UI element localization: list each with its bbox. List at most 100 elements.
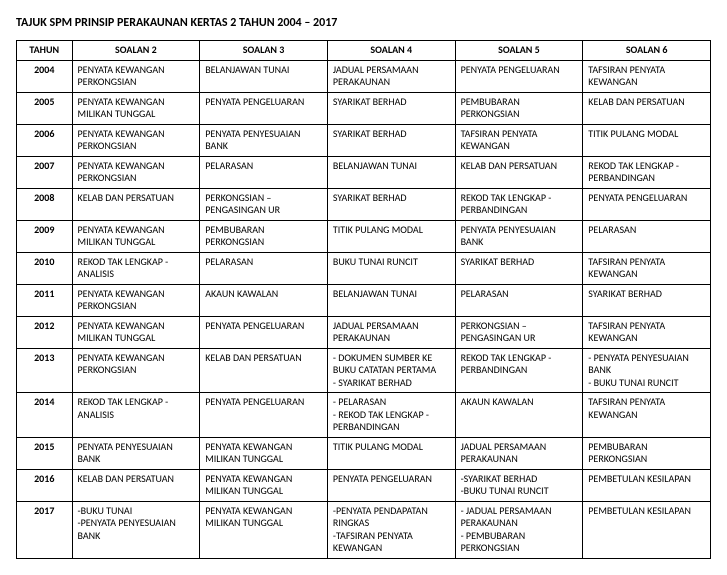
cell-text: PENYATA KEWANGAN PERKONGSIAN [78,352,195,377]
cell-text: REKOD TAK LENGKAP - PERBANDINGAN [461,192,578,217]
cell-text: PEMBUBARAN PERKONGSIAN [461,96,578,121]
cell-q6: PEMBETULAN KESILAPAN [583,501,711,558]
cell-q3: PENYATA PENGELUARAN [200,316,328,348]
cell-q5: AKAUN KAWALAN [455,393,583,438]
cell-q3: PENYATA KEWANGAN MILIKAN TUNGGAL [200,501,328,558]
col-soalan6: SOALAN 6 [583,41,711,61]
cell-q2: KELAB DAN PERSATUAN [72,469,200,501]
cell-text: PENYATA KEWANGAN MILIKAN TUNGGAL [205,441,322,466]
cell-q4: SYARIKAT BERHAD [327,124,455,156]
cell-text: JADUAL PERSAMAAN PERAKAUNAN [333,320,450,345]
cell-text: PENYATA PENGELUARAN [588,192,705,205]
cell-text: PELARASAN [588,224,705,237]
cell-text: PENYATA KEWANGAN MILIKAN TUNGGAL [78,320,195,345]
cell-text: PENYATA PENGELUARAN [205,396,322,409]
cell-text: KELAB DAN PERSATUAN [588,96,705,109]
cell-q6: PEMBETULAN KESILAPAN [583,469,711,501]
cell-q4: JADUAL PERSAMAAN PERAKAUNAN [327,60,455,92]
cell-text: -PENYATA PENDAPATAN RINGKAS [333,505,450,530]
cell-text: PELARASAN [205,160,322,173]
cell-q6: PEMBUBARAN PERKONGSIAN [583,437,711,469]
cell-q6: TITIK PULANG MODAL [583,124,711,156]
cell-year: 2011 [17,284,73,316]
cell-q2: PENYATA KEWANGAN MILIKAN TUNGGAL [72,316,200,348]
cell-q5: PERKONGSIAN – PENGASINGAN UR [455,316,583,348]
cell-q2: PENYATA KEWANGAN MILIKAN TUNGGAL [72,92,200,124]
cell-text: AKAUN KAWALAN [205,288,322,301]
cell-q2: REKOD TAK LENGKAP - ANALISIS [72,393,200,438]
cell-q2: REKOD TAK LENGKAP - ANALISIS [72,252,200,284]
cell-year: 2016 [17,469,73,501]
cell-year: 2015 [17,437,73,469]
cell-year: 2017 [17,501,73,558]
cell-q6: PENYATA PENGELUARAN [583,188,711,220]
col-soalan4: SOALAN 4 [327,41,455,61]
cell-q2: PENYATA KEWANGAN PERKONGSIAN [72,284,200,316]
cell-text: PENYATA KEWANGAN PERKONGSIAN [78,288,195,313]
cell-text: - PENYATA PENYESUAIAN BANK [588,352,705,377]
cell-text: PENYATA KEWANGAN MILIKAN TUNGGAL [78,96,195,121]
cell-q3: AKAUN KAWALAN [200,284,328,316]
cell-q2: PENYATA KEWANGAN PERKONGSIAN [72,124,200,156]
table-row: 2011PENYATA KEWANGAN PERKONGSIAN AKAUN KA… [17,284,711,316]
cell-q3: PELARASAN [200,156,328,188]
cell-text: SYARIKAT BERHAD [333,96,450,109]
cell-text: KELAB DAN PERSATUAN [78,473,195,486]
table-row: 2016 KELAB DAN PERSATUAN PENYATA KEWANGAN … [17,469,711,501]
cell-q4: PENYATA PENGELUARAN [327,469,455,501]
table-row: 2008KELAB DAN PERSATUANPERKONGSIAN – PEN… [17,188,711,220]
cell-q4: BELANJAWAN TUNAI [327,284,455,316]
cell-q5: SYARIKAT BERHAD [455,252,583,284]
cell-q3: PENYATA PENYESUAIAN BANK [200,124,328,156]
cell-q4: TITIK PULANG MODAL [327,220,455,252]
table-row: 2017-BUKU TUNAI-PENYATA PENYESUAIAN BANK… [17,501,711,558]
cell-q4: SYARIKAT BERHAD [327,92,455,124]
cell-q6: TAFSIRAN PENYATA KEWANGAN [583,252,711,284]
table-row: 2013PENYATA KEWANGAN PERKONGSIAN KELAB DA… [17,348,711,393]
cell-text: SYARIKAT BERHAD [588,288,705,301]
cell-q2: PENYATA KEWANGAN PERKONGSIAN [72,348,200,393]
cell-q3: PEMBUBARAN PERKONGSIAN [200,220,328,252]
cell-text: - PELARASAN [333,396,450,409]
cell-q4: -PENYATA PENDAPATAN RINGKAS-TAFSIRAN PEN… [327,501,455,558]
cell-q6: SYARIKAT BERHAD [583,284,711,316]
cell-text: JADUAL PERSAMAAN PERAKAUNAN [333,64,450,89]
cell-text: PELARASAN [205,256,322,269]
cell-q3: BELANJAWAN TUNAI [200,60,328,92]
cell-text: PENYATA PENGELUARAN [333,473,450,486]
cell-year: 2013 [17,348,73,393]
cell-text: -TAFSIRAN PENYATA KEWANGAN [333,530,450,555]
cell-q3: PENYATA PENGELUARAN [200,393,328,438]
cell-q3: PENYATA KEWANGAN MILIKAN TUNGGAL [200,469,328,501]
cell-year: 2009 [17,220,73,252]
table-row: 2012PENYATA KEWANGAN MILIKAN TUNGGALPENY… [17,316,711,348]
cell-text: KELAB DAN PERSATUAN [205,352,322,365]
col-soalan5: SOALAN 5 [455,41,583,61]
cell-text: JADUAL PERSAMAAN PERAKAUNAN [461,441,578,466]
cell-text: REKOD TAK LENGKAP - ANALISIS [78,396,195,421]
cell-text: REKOD TAK LENGKAP - PERBANDINGAN [461,352,578,377]
table-row: 2006PENYATA KEWANGAN PERKONGSIANPENYATA … [17,124,711,156]
cell-year: 2007 [17,156,73,188]
cell-text: TAFSIRAN PENYATA KEWANGAN [461,128,578,153]
cell-text: -BUKU TUNAI RUNCIT [461,485,578,498]
cell-text: SYARIKAT BERHAD [333,192,450,205]
cell-text: TAFSIRAN PENYATA KEWANGAN [588,256,705,281]
table-row: 2010REKOD TAK LENGKAP - ANALISISPELARASA… [17,252,711,284]
cell-text: KELAB DAN PERSATUAN [78,192,195,205]
cell-q5: TAFSIRAN PENYATA KEWANGAN [455,124,583,156]
cell-q5: -SYARIKAT BERHAD-BUKU TUNAI RUNCIT [455,469,583,501]
cell-q4: SYARIKAT BERHAD [327,188,455,220]
cell-q6: TAFSIRAN PENYATA KEWANGAN [583,393,711,438]
table-header-row: TAHUN SOALAN 2 SOALAN 3 SOALAN 4 SOALAN … [17,41,711,61]
cell-text: - JADUAL PERSAMAAN PERAKAUNAN [461,505,578,530]
col-soalan2: SOALAN 2 [72,41,200,61]
cell-text: PENYATA KEWANGAN MILIKAN TUNGGAL [205,473,322,498]
cell-q4: TITIK PULANG MODAL [327,437,455,469]
cell-q3: PENYATA KEWANGAN MILIKAN TUNGGAL [200,437,328,469]
cell-text: BELANJAWAN TUNAI [333,160,450,173]
cell-text: - SYARIKAT BERHAD [333,377,450,390]
cell-text: BELANJAWAN TUNAI [205,64,322,77]
cell-text: PENYATA PENGELUARAN [205,96,322,109]
cell-text: PENYATA KEWANGAN PERKONGSIAN [78,128,195,153]
